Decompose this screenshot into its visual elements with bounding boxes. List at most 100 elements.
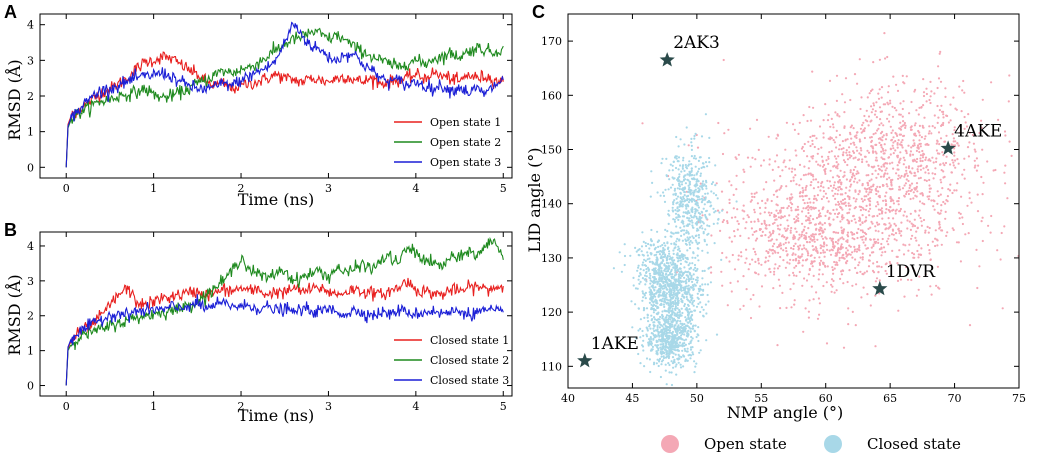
scatter-point	[834, 197, 837, 200]
scatter-point	[847, 202, 850, 205]
scatter-point	[655, 299, 658, 302]
scatter-point	[701, 195, 704, 198]
scatter-point	[760, 164, 763, 167]
scatter-point	[922, 153, 926, 156]
scatter-point	[857, 172, 860, 175]
scatter-point	[846, 212, 849, 215]
scatter-point	[695, 335, 698, 339]
scatter-point	[849, 126, 852, 129]
scatter-point	[695, 202, 698, 205]
scatter-point	[898, 249, 901, 252]
scatter-point	[827, 162, 830, 165]
scatter-point	[677, 168, 680, 171]
scatter-point	[671, 164, 674, 167]
scatter-point	[959, 260, 963, 263]
scatter-point	[753, 250, 757, 253]
scatter-point	[649, 336, 652, 339]
scatter-point	[953, 126, 956, 129]
scatter-point	[657, 318, 660, 321]
scatter-point	[963, 157, 966, 160]
scatter-point	[683, 347, 686, 351]
scatter-point	[870, 246, 873, 249]
scatter-point	[834, 240, 838, 244]
scatter-point	[839, 200, 843, 203]
scatter-point	[664, 235, 667, 238]
scatter-point	[681, 273, 685, 276]
scatter-point	[648, 291, 651, 294]
scatter-point	[827, 137, 830, 140]
scatter-point	[677, 297, 680, 300]
scatter-point	[702, 314, 705, 317]
scatter-point	[881, 210, 884, 213]
scatter-point	[894, 232, 898, 235]
scatter-point	[982, 181, 985, 184]
scatter-point	[884, 263, 887, 266]
scatter-point	[828, 224, 832, 227]
scatter-point	[869, 238, 872, 241]
scatter-point	[880, 96, 883, 99]
scatter-point	[659, 343, 662, 346]
scatter-point	[817, 163, 820, 166]
scatter-point	[697, 159, 701, 162]
scatter-point	[671, 256, 674, 259]
scatter-point	[737, 222, 740, 225]
scatter-point	[676, 349, 679, 352]
scatter-point	[913, 142, 916, 145]
scatter-point	[900, 230, 903, 233]
scatter-point	[705, 243, 709, 246]
scatter-point	[636, 269, 639, 272]
scatter-point	[712, 222, 715, 225]
scatter-point	[696, 195, 699, 198]
scatter-point	[652, 327, 655, 330]
scatter-point	[834, 187, 838, 190]
scatter-point	[811, 173, 814, 176]
scatter-point	[867, 210, 870, 213]
scatter-point	[668, 327, 671, 330]
scatter-point	[855, 250, 859, 253]
scatter-point	[697, 167, 701, 170]
scatter-point	[958, 125, 962, 128]
y-tick-label: 110	[541, 360, 562, 373]
scatter-point	[928, 249, 931, 252]
scatter-point	[706, 224, 709, 227]
scatter-point	[842, 238, 845, 241]
scatter-point	[853, 248, 857, 251]
scatter-point	[683, 266, 686, 269]
scatter-point	[924, 273, 927, 276]
scatter-point	[688, 211, 691, 214]
scatter-point	[652, 286, 655, 289]
scatter-point	[887, 208, 890, 212]
structure-label-4ake: 4AKE	[954, 121, 1002, 141]
scatter-point	[654, 309, 657, 312]
scatter-point	[698, 188, 701, 191]
scatter-point	[839, 277, 842, 280]
scatter-point	[680, 329, 683, 332]
scatter-point	[683, 328, 686, 332]
scatter-point	[677, 231, 680, 234]
scatter-point	[896, 89, 900, 92]
scatter-point	[674, 365, 677, 368]
scatter-point	[912, 253, 916, 256]
scatter-point	[868, 204, 872, 207]
scatter-point	[841, 93, 844, 96]
scatter-point	[686, 321, 689, 324]
scatter-point	[677, 214, 681, 217]
scatter-point	[646, 313, 649, 316]
scatter-point	[650, 239, 653, 242]
scatter-point	[853, 143, 856, 146]
scatter-point	[856, 271, 859, 274]
scatter-point	[671, 309, 674, 312]
scatter-point	[815, 291, 818, 294]
scatter-point	[692, 304, 695, 307]
scatter-point	[823, 228, 827, 231]
scatter-point	[753, 271, 757, 274]
scatter-point	[841, 218, 844, 221]
scatter-point	[699, 310, 702, 314]
scatter-point	[683, 304, 686, 308]
scatter-point	[907, 249, 910, 252]
scatter-point	[792, 259, 795, 262]
scatter-point	[675, 363, 678, 366]
scatter-point	[825, 196, 829, 200]
scatter-point	[747, 237, 750, 240]
scatter-point	[842, 216, 845, 219]
